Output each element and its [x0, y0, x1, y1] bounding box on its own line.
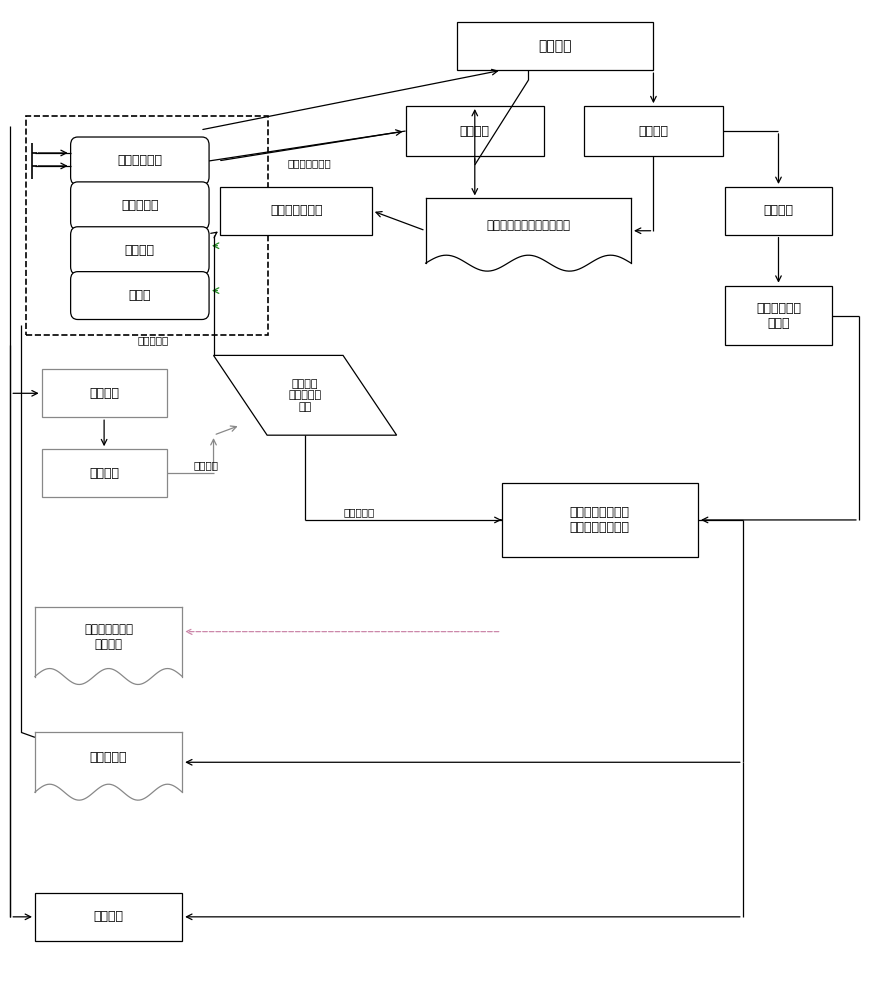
Text: 读取库存量: 读取库存量: [138, 335, 168, 345]
FancyBboxPatch shape: [71, 272, 209, 320]
Text: 读取光缆任务单: 读取光缆任务单: [288, 158, 331, 168]
Text: 原材料仓
库、半成品
仓库: 原材料仓 库、半成品 仓库: [289, 379, 322, 412]
Text: 入库操作: 入库操作: [194, 460, 219, 470]
Text: 入库管理: 入库管理: [89, 467, 119, 480]
Text: 生成各个工库
任务单: 生成各个工库 任务单: [756, 302, 801, 330]
Text: 各工序生产管理和
检测自动采集数据: 各工序生产管理和 检测自动采集数据: [570, 506, 630, 534]
Text: 订单管理: 订单管理: [538, 39, 572, 53]
Text: 到货管理: 到货管理: [89, 387, 119, 400]
Text: 订单生产进度信
息、成本: 订单生产进度信 息、成本: [84, 623, 134, 651]
Bar: [35, 607, 182, 677]
Text: 着色任务单: 着色任务单: [121, 199, 159, 212]
Text: 出运管理: 出运管理: [93, 910, 124, 923]
Bar: [26, 116, 268, 335]
FancyBboxPatch shape: [71, 137, 209, 185]
Bar: [457, 22, 653, 70]
Bar: [502, 483, 698, 557]
Bar: [406, 106, 544, 156]
Bar: [725, 187, 832, 235]
Text: 计算计划中订单原材料用量: 计算计划中订单原材料用量: [487, 219, 571, 232]
Text: 原材料领用: 原材料领用: [343, 507, 375, 517]
Polygon shape: [213, 355, 397, 435]
Bar: [41, 369, 167, 417]
Bar: [725, 286, 832, 345]
Text: 订单设计: 订单设计: [460, 125, 490, 138]
Bar: [584, 106, 723, 156]
FancyBboxPatch shape: [71, 182, 209, 230]
Text: 物资部: 物资部: [129, 289, 151, 302]
Text: 各工序产能: 各工序产能: [90, 751, 127, 764]
Bar: [41, 449, 167, 497]
Bar: [35, 732, 182, 792]
Bar: [35, 893, 182, 941]
Text: 配纤操作: 配纤操作: [763, 204, 794, 217]
Bar: [426, 198, 631, 263]
Text: 生成采购申请单: 生成采购申请单: [270, 204, 323, 217]
Text: 光缆订单管理: 光缆订单管理: [117, 154, 162, 167]
FancyBboxPatch shape: [71, 227, 209, 275]
Text: 采购模块: 采购模块: [125, 244, 155, 257]
Text: 生产计划: 生产计划: [639, 125, 668, 138]
Bar: [220, 187, 372, 235]
